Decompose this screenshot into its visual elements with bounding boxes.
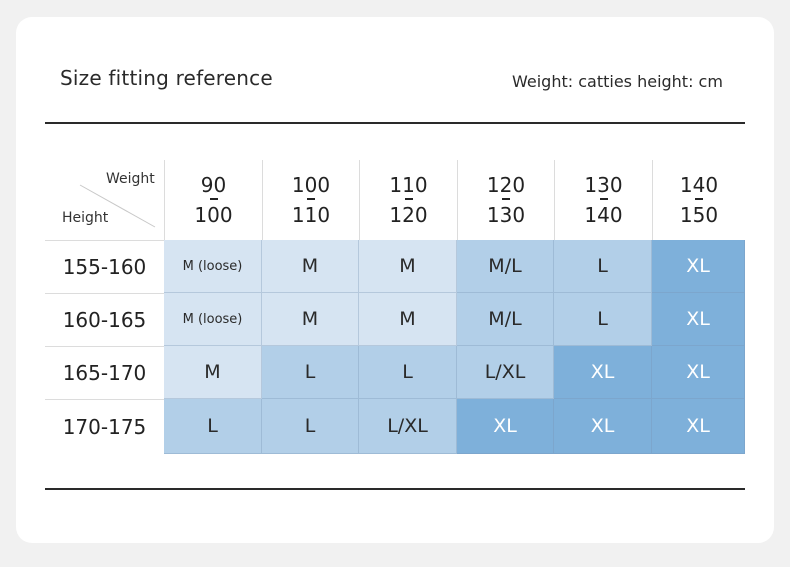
size-cell: L [262, 346, 359, 399]
range-dash [599, 198, 608, 200]
size-cell: L [262, 399, 359, 454]
weight-column-header: 120 130 [457, 160, 554, 240]
weight-column-header: 90 100 [164, 160, 262, 240]
weight-range-start: 100 [291, 173, 331, 197]
height-row-header: 165-170 [45, 346, 164, 399]
corner-diagonal-line [79, 184, 156, 228]
size-cell: M [262, 293, 359, 346]
weight-range-start: 120 [486, 173, 526, 197]
height-row-header: 160-165 [45, 293, 164, 346]
weight-range-end: 130 [486, 203, 526, 227]
bottom-divider [45, 488, 745, 490]
size-cell: M [164, 346, 262, 399]
weight-range-start: 90 [200, 173, 227, 197]
range-dash [307, 198, 315, 200]
units-note: Weight: catties height: cm [512, 72, 723, 91]
size-cell: XL [652, 293, 745, 346]
size-cell: M (loose) [164, 240, 262, 293]
corner-height-label: Height [62, 210, 109, 226]
size-cell: XL [457, 399, 554, 454]
size-cell: M/L [457, 240, 554, 293]
page-title: Size fitting reference [60, 66, 273, 90]
size-cell: L/XL [457, 346, 554, 399]
size-cell: L [164, 399, 262, 454]
weight-column-header: 140 150 [652, 160, 745, 240]
weight-range-start: 140 [679, 173, 719, 197]
weight-range-end: 150 [679, 203, 719, 227]
height-row-header: 170-175 [45, 399, 164, 454]
size-cell: L/XL [359, 399, 457, 454]
weight-range-end: 140 [584, 203, 623, 227]
weight-column-header: 110 120 [359, 160, 457, 240]
size-cell: M (loose) [164, 293, 262, 346]
size-cell: M [262, 240, 359, 293]
weight-range-end: 110 [291, 203, 331, 227]
size-cell: M [359, 240, 457, 293]
size-cell: L [359, 346, 457, 399]
size-cell: XL [652, 240, 745, 293]
size-cell: M/L [457, 293, 554, 346]
corner-weight-label: Weight [106, 171, 155, 187]
weight-range-end: 100 [194, 203, 233, 227]
size-cell: XL [554, 346, 652, 399]
weight-column-header: 100 110 [262, 160, 359, 240]
height-row-header: 155-160 [45, 240, 164, 293]
table-corner-header: Weight Height [45, 160, 164, 240]
top-divider [45, 122, 745, 124]
weight-range-start: 110 [389, 173, 428, 197]
range-dash [209, 198, 218, 200]
weight-range-start: 130 [584, 173, 623, 197]
size-cell: L [554, 293, 652, 346]
weight-range-end: 120 [389, 203, 428, 227]
size-cell: XL [652, 399, 745, 454]
size-cell: XL [554, 399, 652, 454]
weight-column-header: 130 140 [554, 160, 652, 240]
range-dash [502, 198, 510, 200]
range-dash [404, 198, 413, 200]
size-table: Weight Height 90 100 100 110 110 120 120 130 130… [45, 160, 745, 455]
size-cell: XL [652, 346, 745, 399]
size-cell: M [359, 293, 457, 346]
size-cell: L [554, 240, 652, 293]
range-dash [695, 198, 703, 200]
